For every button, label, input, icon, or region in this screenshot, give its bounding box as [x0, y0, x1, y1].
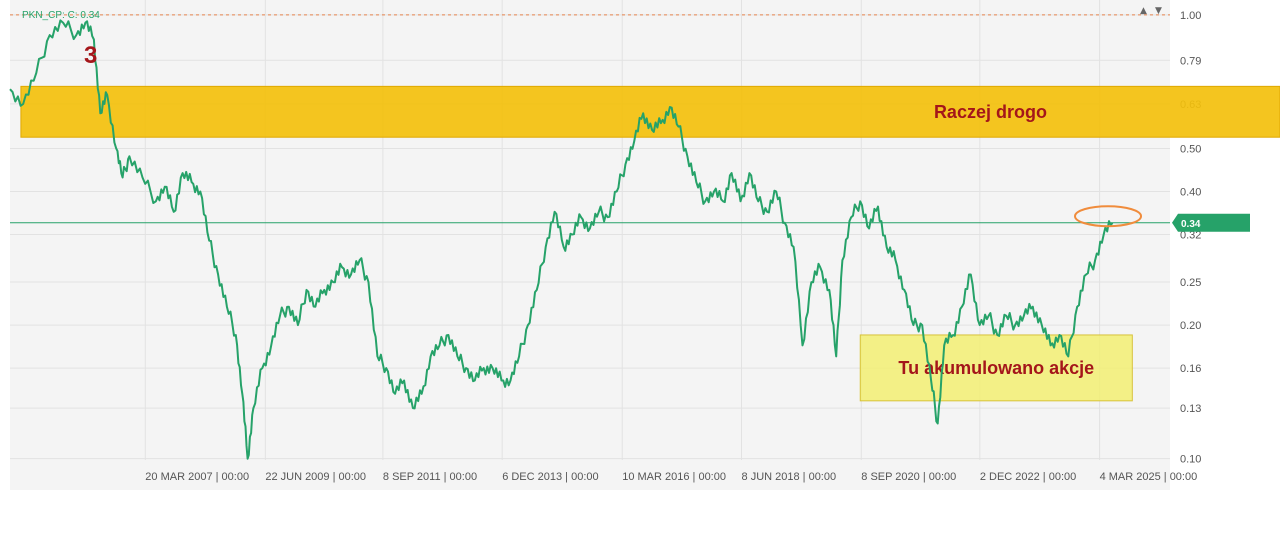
current-price-label: 0.34: [1181, 219, 1201, 230]
annotation-zone: [859, 334, 1133, 402]
price-series-line: [9, 19, 1114, 460]
current-price-badge: 0.34: [1172, 213, 1250, 232]
annotation-zone-label: Tu akumulowano akcje: [898, 358, 1094, 378]
y-tick-label: 0.40: [1180, 186, 1201, 198]
scroll-down-icon[interactable]: ▼: [1155, 6, 1162, 16]
scroll-up-icon[interactable]: ▲: [1140, 6, 1147, 16]
y-tick-label: 0.32: [1180, 229, 1201, 241]
x-tick-label: 22 JUN 2009 | 00:00: [265, 471, 366, 483]
x-tick-label: 6 DEC 2013 | 00:00: [502, 471, 598, 483]
x-tick-label: 4 MAR 2025 | 00:00: [1100, 471, 1198, 483]
x-tick-label: 8 SEP 2020 | 00:00: [861, 471, 956, 483]
y-tick-label: 0.50: [1180, 143, 1201, 155]
y-tick-label: 0.13: [1180, 403, 1201, 415]
x-tick-label: 8 JUN 2018 | 00:00: [742, 471, 837, 483]
series-legend: PKN_CP: C: 0.34: [22, 10, 100, 21]
x-tick-label: 2 DEC 2022 | 00:00: [980, 471, 1076, 483]
highlight-ellipse: [1074, 205, 1143, 228]
x-tick-label: 8 SEP 2011 | 00:00: [383, 471, 477, 483]
annotation-number: 3: [84, 42, 97, 69]
y-tick-label: 0.10: [1180, 454, 1201, 466]
y-tick-label: 0.16: [1180, 363, 1201, 375]
axis-background: [1170, 0, 1250, 490]
y-tick-label: 1.00: [1180, 10, 1201, 22]
annotation-zone: [20, 85, 1280, 138]
y-tick-label: 0.25: [1180, 277, 1201, 289]
plot-background: [10, 0, 1170, 490]
y-tick-label: 0.79: [1180, 55, 1201, 67]
x-tick-label: 10 MAR 2016 | 00:00: [622, 471, 726, 483]
y-tick-label: 0.20: [1180, 320, 1201, 332]
annotation-zone-label: Raczej drogo: [934, 102, 1047, 122]
x-tick-label: 20 MAR 2007 | 00:00: [145, 471, 249, 483]
